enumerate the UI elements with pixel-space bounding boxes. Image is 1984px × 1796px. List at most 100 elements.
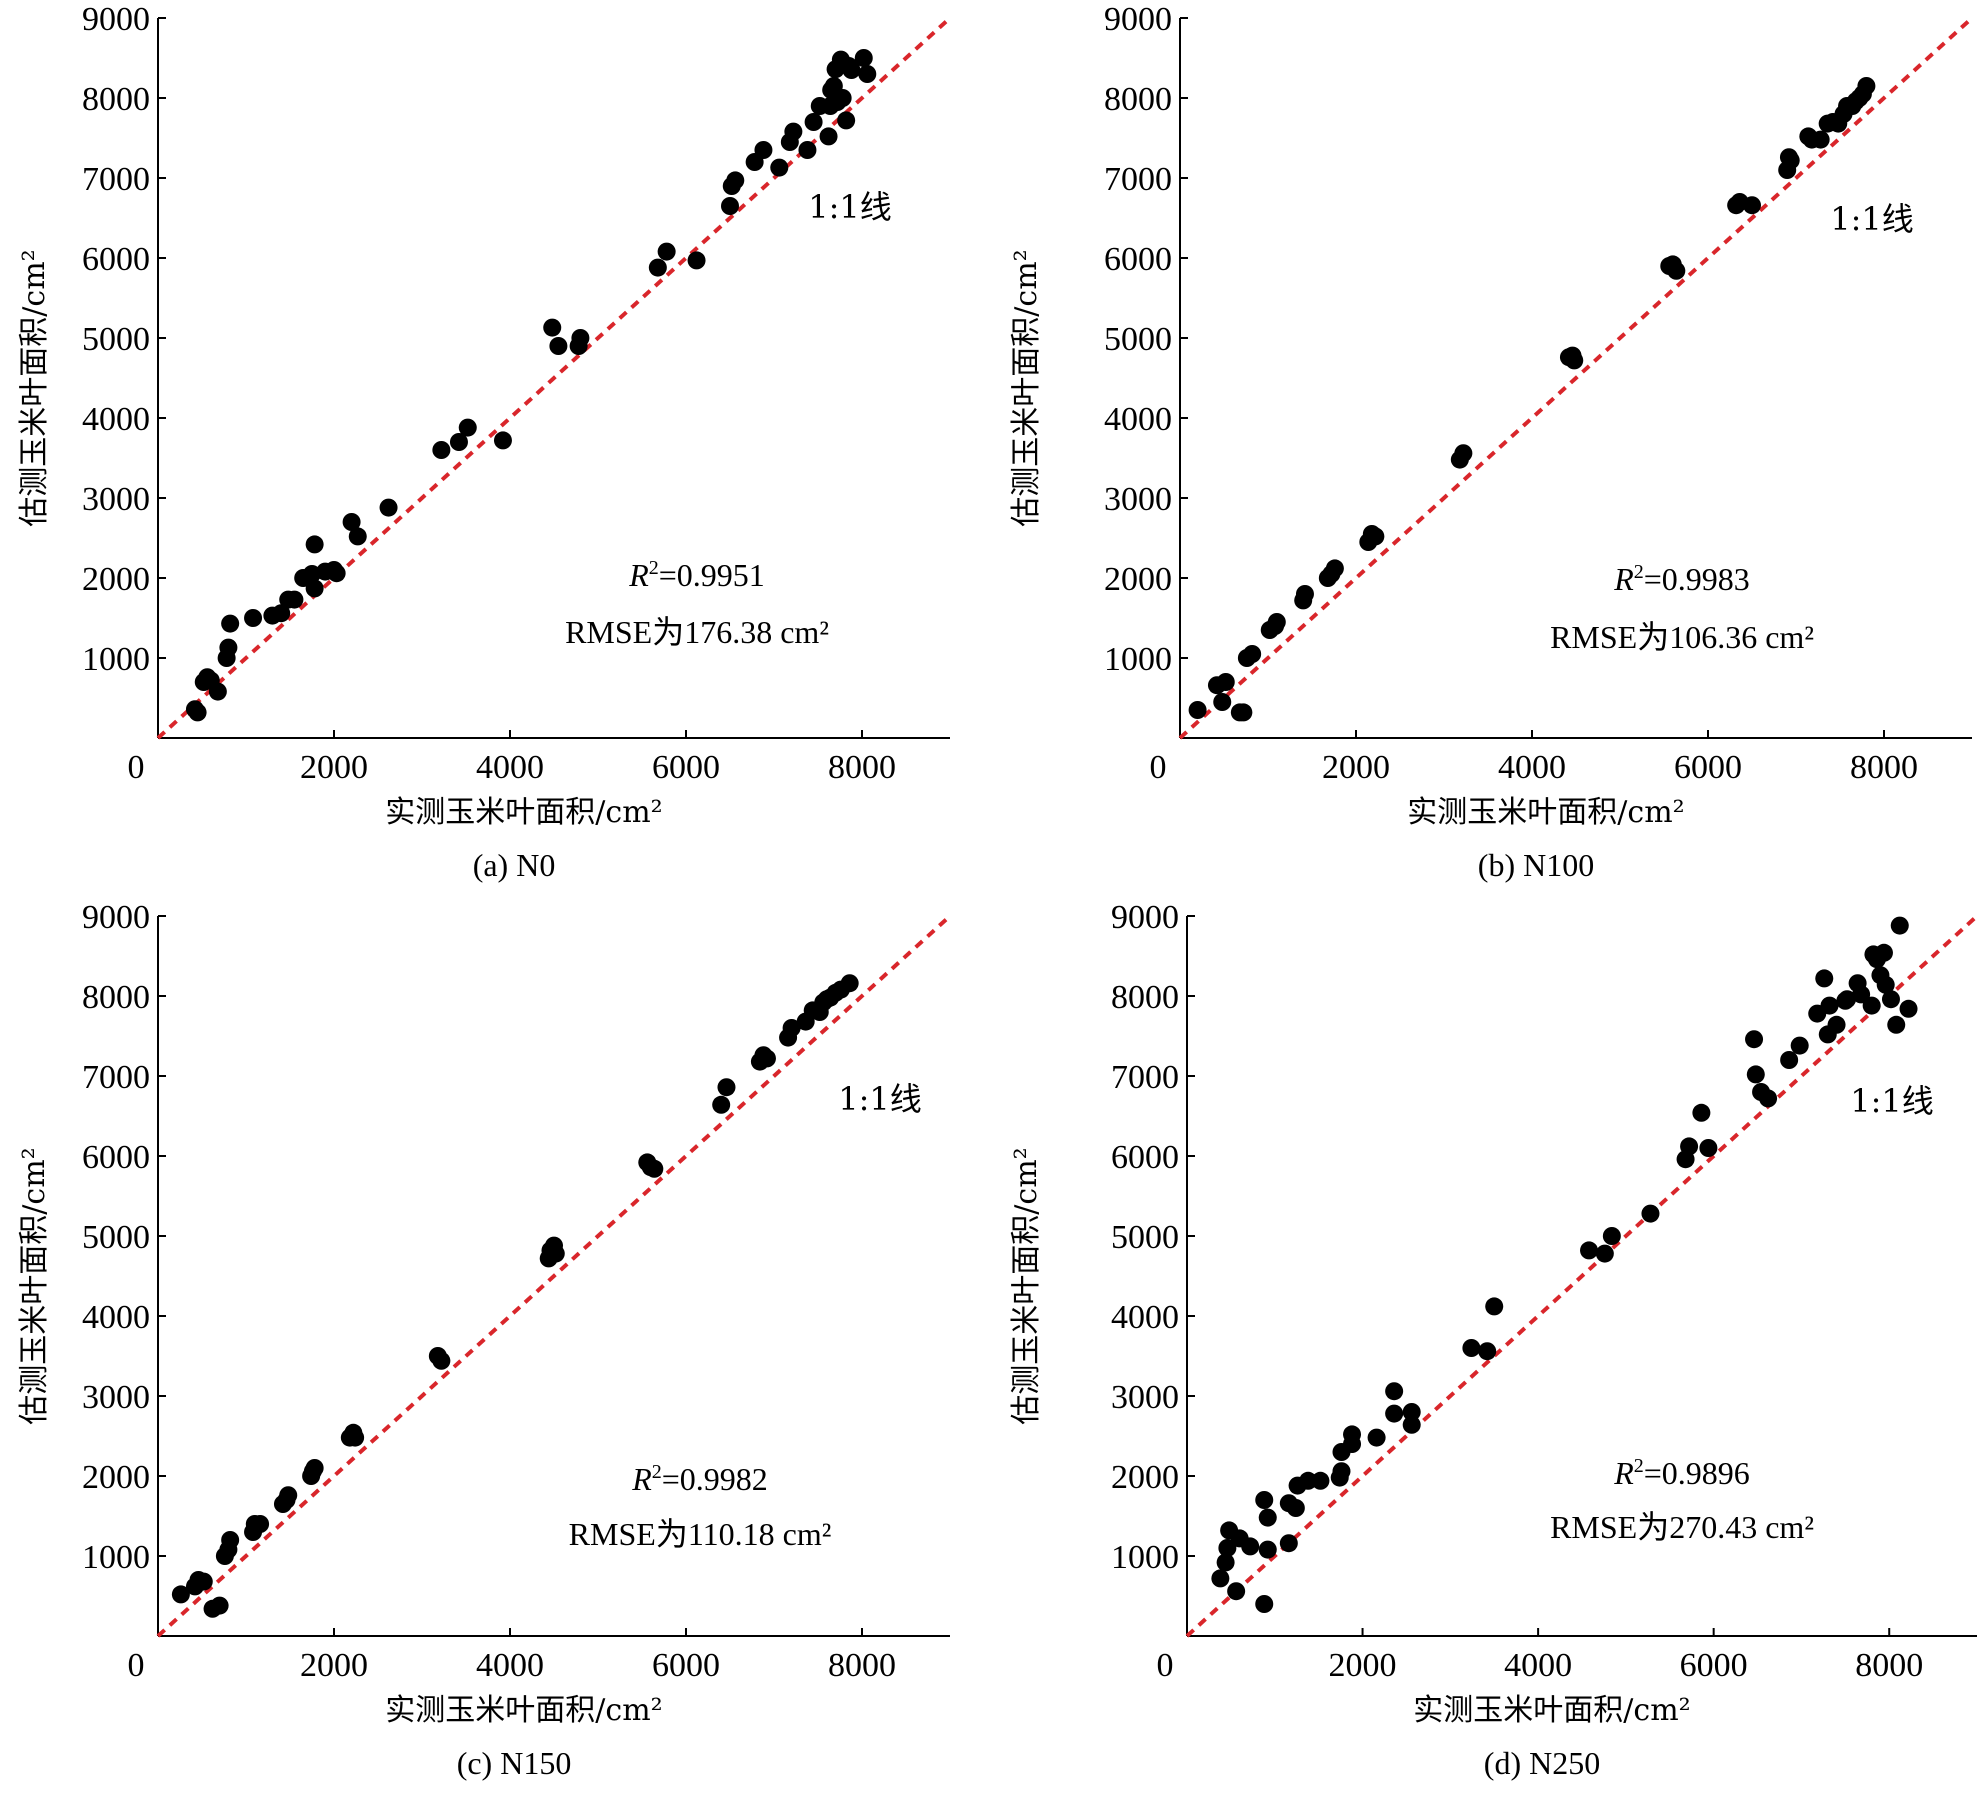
y-tick-label: 8000 (82, 81, 150, 118)
x-axis-title: 实测玉米叶面积/cm² (1407, 795, 1684, 830)
data-point (279, 1486, 298, 1505)
data-point (1216, 1553, 1235, 1572)
y-tick-label: 3000 (82, 1379, 150, 1416)
one-to-one-label: 1:1线 (838, 1080, 922, 1118)
x-tick-label: 4000 (476, 749, 544, 786)
x-tick-label: 0 (1157, 1647, 1174, 1684)
data-point (770, 158, 789, 177)
x-tick-label: 4000 (1498, 749, 1566, 786)
data-point (1602, 1227, 1621, 1245)
data-point (305, 535, 324, 554)
r2-symbol: R (628, 557, 649, 593)
data-point (1325, 559, 1344, 578)
y-tick-label: 7000 (1104, 161, 1172, 198)
data-point (1258, 1540, 1277, 1559)
data-point (1811, 130, 1830, 149)
y-tick-label: 7000 (82, 1059, 150, 1096)
rmse-annotation: RMSE为106.36 cm² (1550, 619, 1814, 655)
data-point (493, 431, 512, 450)
data-point (221, 614, 240, 633)
one-to-one-line (1185, 914, 1979, 1638)
r2-superscript: 2 (1634, 561, 1644, 583)
y-tick-label: 3000 (1111, 1379, 1179, 1416)
data-point (842, 61, 861, 79)
y-tick-label: 9000 (82, 899, 150, 936)
data-point (1216, 673, 1235, 691)
y-tick-label: 3000 (82, 481, 150, 518)
data-point (726, 171, 745, 190)
x-tick-label: 8000 (1850, 749, 1918, 786)
data-point (251, 1515, 270, 1533)
data-point (1887, 1015, 1906, 1034)
data-point (837, 111, 856, 130)
data-point (458, 418, 477, 437)
data-point (858, 65, 877, 83)
one-to-one-line (156, 914, 952, 1638)
data-point (449, 433, 468, 451)
r2-symbol: R (1613, 561, 1634, 597)
data-point (1790, 1036, 1809, 1055)
data-point (1402, 1403, 1421, 1421)
chart-svg-c: 0 2000 4000 6000 8000 1000 2000 3000 4000 5000 600… (17, 899, 952, 1781)
one-to-one-line (1178, 16, 1974, 740)
data-point (1899, 999, 1918, 1018)
x-tick-label: 0 (128, 1647, 145, 1684)
y-axis-title: 估测玉米叶面积/cm² (17, 1147, 52, 1424)
r2-value: =0.9982 (662, 1461, 768, 1497)
data-point (1876, 975, 1895, 994)
r2-symbol: R (1613, 1455, 1634, 1491)
one-to-one-label: 1:1线 (1850, 1082, 1934, 1120)
data-point (342, 513, 361, 531)
y-tick-label: 4000 (82, 1299, 150, 1336)
data-point (782, 1019, 801, 1037)
data-point (1213, 693, 1232, 711)
data-point (1241, 1537, 1260, 1556)
data-point (648, 258, 667, 277)
r2-superscript: 2 (649, 557, 659, 579)
data-point (1258, 1508, 1277, 1527)
data-point (1595, 1244, 1614, 1263)
x-tick-label: 4000 (1504, 1647, 1572, 1684)
x-tick-label: 2000 (1322, 749, 1390, 786)
y-tick-label: 1000 (1104, 641, 1172, 678)
panel-caption: (c) N150 (457, 1745, 572, 1781)
data-point (1781, 151, 1800, 170)
data-point (1385, 1382, 1404, 1401)
data-point (1367, 1428, 1386, 1447)
data-point (348, 527, 367, 546)
y-tick-label: 5000 (82, 321, 150, 358)
data-point (717, 1078, 736, 1097)
data-point (1295, 585, 1314, 603)
rmse-annotation: RMSE为110.18 cm² (569, 1516, 832, 1552)
rmse-annotation: RMSE为176.38 cm² (565, 614, 829, 650)
data-point (1743, 196, 1761, 215)
x-tick-label: 4000 (476, 1647, 544, 1684)
data-point (1343, 1425, 1362, 1444)
data-point (657, 242, 676, 261)
data-point (1402, 1415, 1421, 1434)
y-tick-label: 1000 (1111, 1539, 1179, 1576)
data-point (1857, 77, 1876, 95)
data-point (1311, 1471, 1330, 1490)
y-tick-label: 2000 (82, 561, 150, 598)
data-point (1827, 1015, 1846, 1034)
y-tick-label: 1000 (82, 641, 150, 678)
data-point (1211, 1569, 1230, 1588)
data-point (221, 1531, 240, 1549)
data-point (272, 604, 291, 623)
data-point (1485, 1297, 1504, 1316)
y-tick-label: 9000 (1111, 899, 1179, 936)
data-point (546, 1244, 565, 1263)
x-axis-title: 实测玉米叶面积/cm² (385, 1693, 662, 1728)
one-to-one-line (156, 16, 952, 740)
data-point (432, 1351, 451, 1370)
data-point (1692, 1103, 1711, 1122)
y-tick-label: 6000 (82, 1139, 150, 1176)
data-point (1255, 1595, 1274, 1613)
data-point (327, 564, 346, 583)
data-point (208, 682, 227, 701)
data-point (1759, 1089, 1778, 1108)
r2-annotation: R2=0.9983 (1613, 561, 1750, 597)
data-point (1385, 1404, 1404, 1423)
data-point (1462, 1339, 1481, 1357)
